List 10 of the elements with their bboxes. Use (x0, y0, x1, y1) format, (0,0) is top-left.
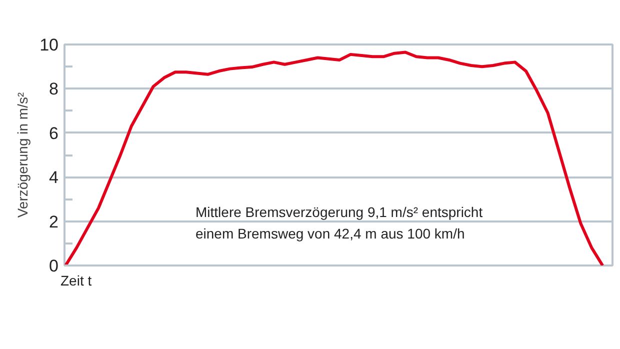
y-tick-label: 6 (49, 124, 59, 143)
y-tick-label: 4 (49, 168, 59, 188)
y-tick-label: 2 (49, 212, 59, 232)
line-series (64, 50, 604, 266)
x-axis-title: Zeit t (60, 272, 92, 288)
y-axis-title: Verzögerung in m/s² (14, 92, 31, 218)
y-tick-label: 10 (40, 36, 59, 54)
y-tick-label: 0 (49, 256, 59, 276)
annotation: Mittlere Bremsverzögerung 9,1 m/s² entspricht einem Bremsweg von 42,4 m aus 100 km/h (196, 204, 483, 242)
y-tick-label: 8 (49, 80, 59, 99)
